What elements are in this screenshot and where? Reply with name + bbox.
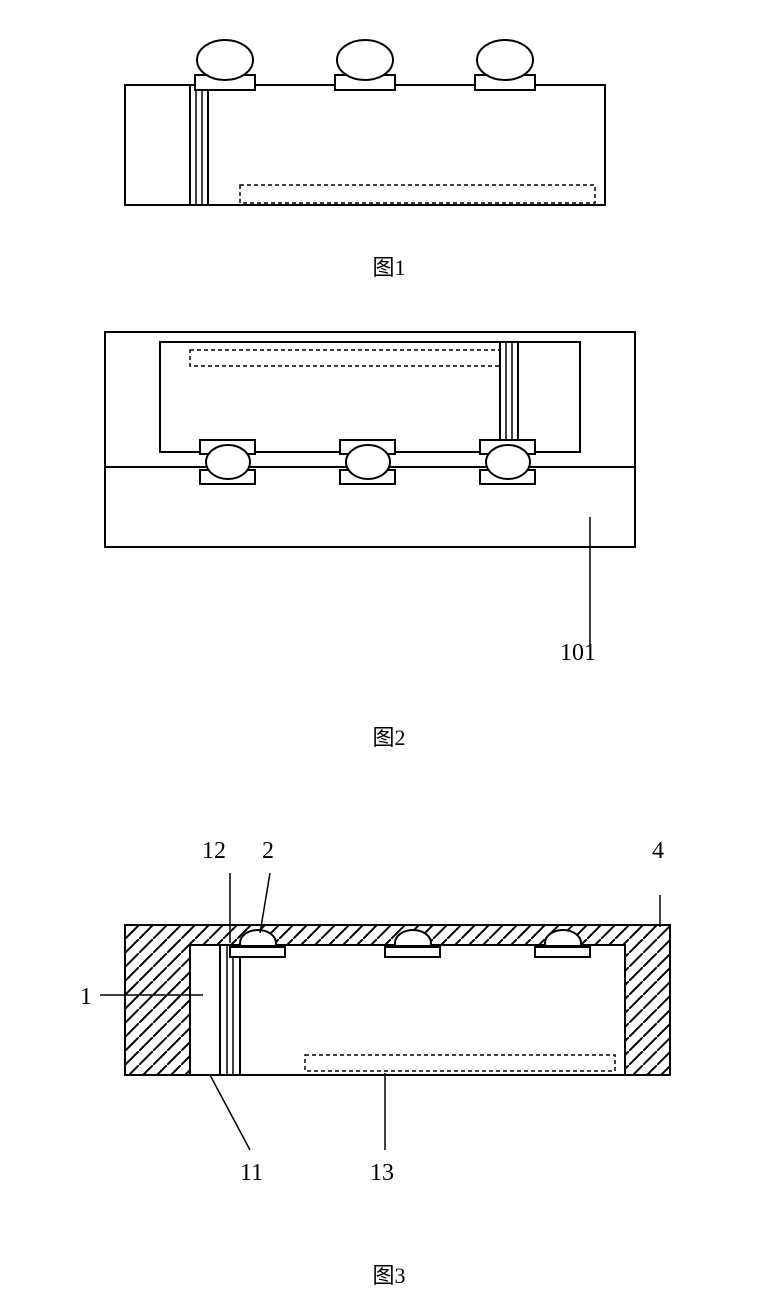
caption-fig1: 图1 [0,250,778,282]
label-11: 11 [240,1160,263,1187]
caption-fig2: 图2 [0,720,778,752]
label-12: 12 [202,838,226,865]
fig3-pad [230,947,285,957]
fig1-via [190,85,208,205]
label-1: 1 [80,984,92,1011]
fig2-via [500,342,518,452]
fig2-ball [206,445,250,479]
fig1-ball [337,40,393,80]
figure-1 [95,30,635,220]
fig3-pad [535,947,590,957]
fig2-ball [346,445,390,479]
fig1-ball [477,40,533,80]
label-101: 101 [560,640,596,667]
label-13: 13 [370,1160,394,1187]
fig3-lead-11 [210,1075,250,1150]
caption-fig3: 图3 [0,1258,778,1290]
label-4: 4 [652,838,664,865]
fig1-ball [197,40,253,80]
fig2-ball [486,445,530,479]
label-2: 2 [262,838,274,865]
page: 图1 101 图2 [0,0,778,1314]
fig3-via [220,945,240,1075]
figure-2 [85,312,655,652]
fig3-pad [385,947,440,957]
figure-3 [55,855,695,1205]
fig3-chip-left [190,945,220,1075]
